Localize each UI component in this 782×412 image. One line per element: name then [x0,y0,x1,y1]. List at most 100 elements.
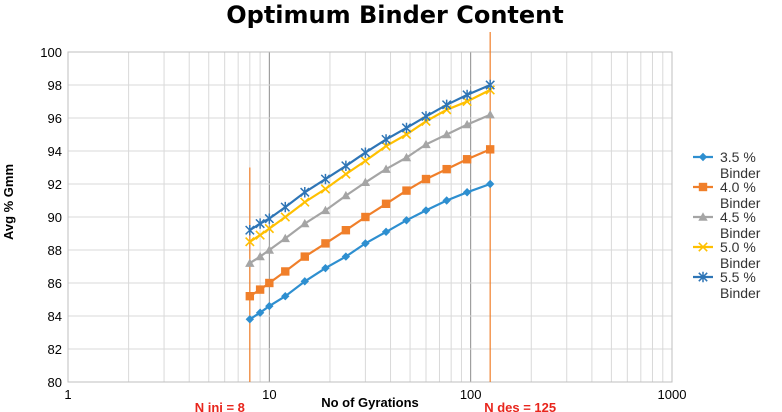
legend-label: Binder [720,225,761,241]
data-point [360,147,371,158]
data-point [320,184,331,194]
legend-label: Binder [720,285,761,301]
data-point [462,89,472,101]
data-point [402,216,411,225]
reference-line-label: N ini = 8 [195,400,245,412]
legend-label: Binder [720,255,761,271]
data-point [300,277,309,286]
data-series [245,85,495,247]
plot-border [67,51,673,383]
legend-label: Binder [720,165,761,181]
y-tick-label: 94 [48,144,62,159]
data-point [421,174,431,184]
data-point [421,111,431,122]
data-point [321,239,330,248]
legend-entry: 4.0 %Binder [693,179,761,211]
data-point [245,315,255,324]
legend-label: Binder [720,195,761,211]
legend-entry: 3.5 %Binder [693,149,761,181]
x-tick-label: 100 [460,387,482,402]
chart-title: Optimum Binder Content [226,1,564,29]
data-point [402,186,411,195]
data-point [485,79,495,91]
y-axis-label: Avg % Gmm [1,164,16,240]
data-point [462,188,472,197]
grid [67,51,673,383]
data-point [698,242,708,252]
data-point [698,212,708,221]
data-point [485,110,495,119]
data-point [280,233,290,243]
data-point [300,197,310,207]
data-point [341,169,351,179]
data-point [360,156,371,166]
y-tick-label: 98 [48,78,62,93]
legend-label: 5.0 % [720,239,756,255]
legend-label: 4.0 % [720,179,756,195]
y-tick-label: 92 [48,177,62,192]
legend-label: 4.5 % [720,209,756,225]
data-point [381,164,391,173]
data-point [320,205,331,215]
data-point [300,218,310,228]
data-point [245,292,255,301]
y-tick-label: 88 [48,243,62,258]
legend-entry: 5.0 %Binder [693,239,761,271]
data-point [442,164,451,174]
data-point [265,278,274,288]
data-point [698,182,708,192]
data-point [300,187,310,198]
y-tick-label: 96 [48,111,62,126]
data-point [421,139,431,149]
annotations: N ini = 8 N des = 125 [195,400,556,412]
data-point [462,155,472,164]
data-point [255,251,265,261]
data-point [381,227,391,237]
data-point [698,152,708,162]
data-point [485,145,495,154]
data-point [361,212,370,222]
x-axis-label: No of Gyrations [321,395,419,410]
data-point [441,129,452,139]
data-point [255,218,265,229]
data-point [381,134,391,145]
y-tick-label: 86 [48,276,62,291]
data-point [341,190,351,200]
legend-entry: 5.5 %Binder [693,269,761,301]
data-point [341,252,351,261]
data-point [441,99,452,110]
data-point [360,177,371,187]
data-point [255,308,265,317]
legend-label: 5.5 % [720,269,756,285]
x-tick-label: 1 [64,387,71,402]
data-point [281,267,290,276]
series-lines [245,79,495,324]
y-tick-label: 80 [48,375,62,390]
data-series [245,145,495,301]
data-series [245,79,495,236]
data-series [245,110,495,267]
data-point [341,226,351,235]
legend-label: 3.5 % [720,149,756,165]
legend-entry: 4.5 %Binder [693,209,761,241]
data-point [361,239,370,248]
data-point [381,199,391,208]
data-point [462,119,472,129]
data-point [320,173,331,185]
data-point [280,212,291,222]
y-tick-label: 84 [48,309,62,324]
data-point [321,263,330,273]
data-point [265,301,274,311]
data-point [341,160,351,172]
data-point [401,152,412,162]
x-tick-label: 1000 [658,387,687,402]
data-point [401,122,412,134]
data-point [281,292,290,301]
x-tick-label: 10 [262,387,276,402]
data-point [245,258,255,267]
data-series [245,179,495,324]
data-point [485,179,495,189]
data-point [255,285,265,294]
